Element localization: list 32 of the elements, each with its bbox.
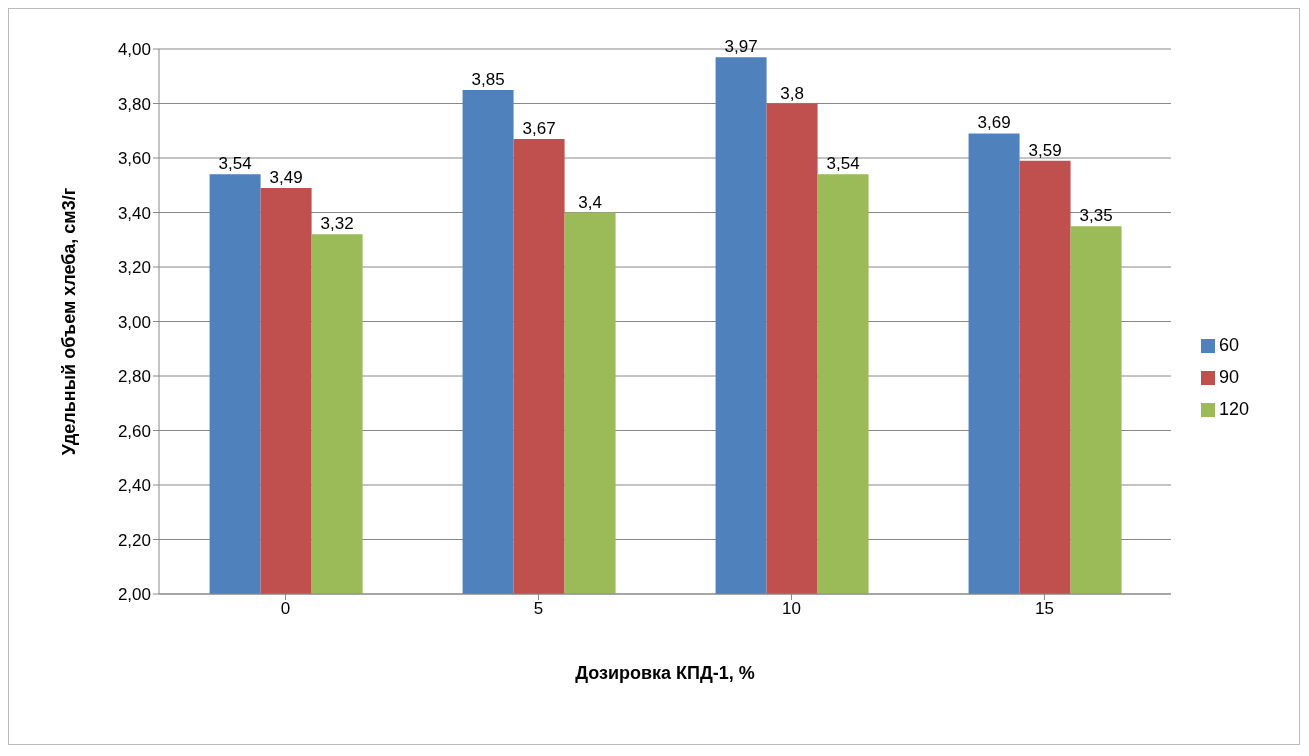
data-label: 3,4 [578,192,602,212]
y-tick-label: 3,80 [117,94,151,114]
legend-label: 60 [1218,334,1239,355]
y-tick-label: 3,20 [117,258,151,278]
data-label: 3,59 [1028,140,1062,160]
x-tick-label: 0 [280,599,291,619]
data-label: 3,54 [826,154,860,174]
y-tick-label: 4,00 [117,40,151,60]
x-tick-label: 10 [782,599,801,619]
y-tick-label: 2,40 [117,476,151,496]
y-tick-label: 2,60 [117,421,151,441]
data-label: 3,69 [977,113,1011,133]
x-tick-label: 5 [533,599,544,619]
data-label: 3,32 [320,214,354,234]
y-tick-label: 3,00 [117,312,151,332]
y-tick-label: 2,20 [117,530,151,550]
data-label: 3,49 [269,167,303,187]
data-label: 3,35 [1079,206,1113,226]
x-tick-label: 15 [1035,599,1054,619]
x-axis-title: Дозировка КПД-1, % [575,663,755,683]
data-label: 3,8 [780,83,804,103]
legend-label: 90 [1218,366,1239,387]
data-label: 3,54 [218,154,252,174]
y-tick-label: 3,40 [117,203,151,223]
data-label: 3,67 [522,118,556,138]
y-tick-label: 3,60 [117,149,151,169]
data-label: 3,97 [724,37,758,57]
y-tick-label: 2,00 [117,585,151,605]
y-axis-title: Удельный объем хлеба, см3/г [59,187,80,456]
y-tick-label: 2,80 [117,367,151,387]
data-label: 3,85 [471,69,505,89]
legend-label: 120 [1218,398,1249,419]
